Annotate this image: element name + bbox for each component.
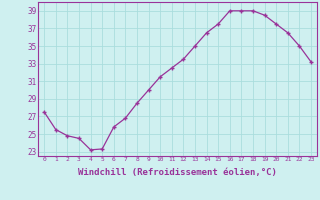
- X-axis label: Windchill (Refroidissement éolien,°C): Windchill (Refroidissement éolien,°C): [78, 168, 277, 177]
